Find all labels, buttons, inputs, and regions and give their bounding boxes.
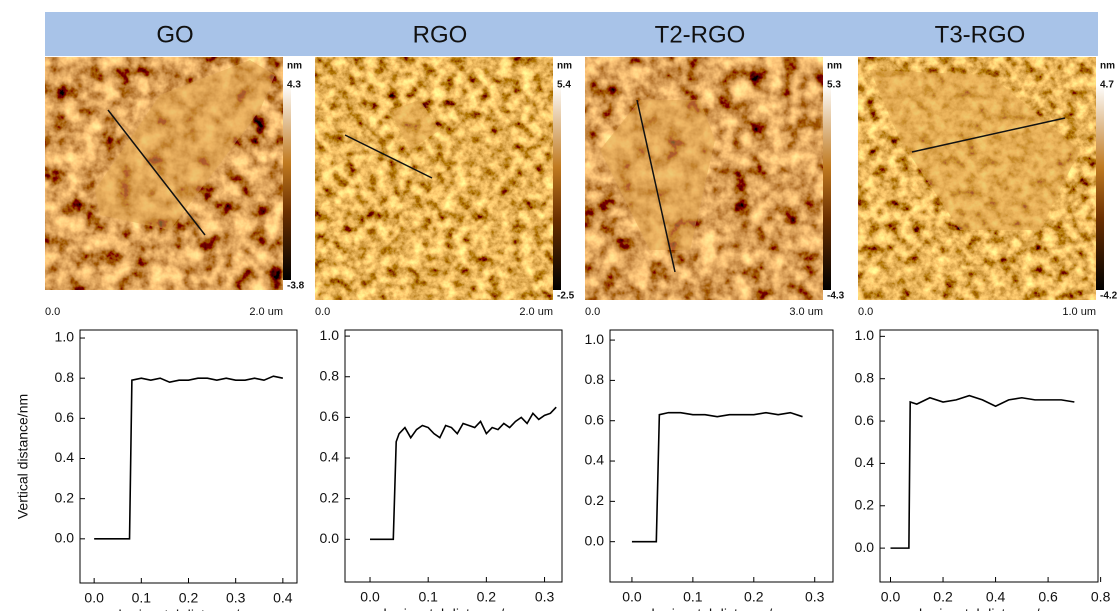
y-tick-label: 0.2 [585, 492, 605, 508]
panel-title: T2-RGO [655, 21, 746, 48]
y-tick-label: 0.2 [855, 496, 875, 512]
profile-curve [632, 413, 803, 542]
x-tick-label: 0.2 [744, 589, 764, 605]
x-tick-label: 0.8 [1091, 589, 1111, 605]
x-tick-label: 0.3 [226, 590, 246, 606]
y-tick-label: 0.0 [585, 532, 605, 548]
y-tick-label: 0.8 [585, 371, 605, 387]
y-tick-label: 0.6 [855, 412, 875, 428]
colorbar-max: 5.4 [557, 80, 571, 91]
y-tick-label: 1.0 [585, 331, 605, 347]
y-tick-label: 0.4 [855, 454, 875, 470]
x-tick-label: 0.1 [132, 590, 152, 606]
colorbar-max: 4.7 [1100, 80, 1114, 91]
x-tick-label: 0.3 [535, 589, 555, 605]
x-tick-label: 0.4 [273, 590, 293, 606]
colorbar [1096, 85, 1104, 290]
x-axis-label: horizontal distance/um [651, 606, 791, 611]
y-tick-label: 0.4 [320, 449, 340, 465]
x-tick-label: 0.0 [84, 590, 104, 606]
y-tick-label: 1.0 [320, 327, 340, 343]
x-axis-label: horizontal distance/um [919, 606, 1059, 611]
x-tick-label: 0.1 [418, 589, 438, 605]
x-tick-label: 0.0 [622, 589, 642, 605]
colorbar [283, 85, 291, 280]
scale-start: 0.0 [45, 306, 60, 318]
y-tick-label: 0.8 [55, 369, 75, 385]
y-tick-label: 0.6 [55, 409, 75, 425]
y-tick-label: 0.8 [320, 367, 340, 383]
colorbar [553, 85, 561, 290]
panel-title: RGO [413, 21, 468, 48]
x-axis-label: horizontal distance/um [383, 606, 523, 611]
profile-curve [370, 407, 556, 539]
scale-end: 2.0 um [249, 306, 283, 318]
colorbar-min: -3.8 [287, 281, 305, 292]
colorbar-unit: nm [287, 61, 302, 72]
figure: GO nm 4.3 -3.8 0.0 2.0 um RGO nm 5.4 -2.5 0.0 2.0 u… [0, 0, 1120, 611]
x-tick-label: 0.0 [360, 589, 380, 605]
colorbar-unit: nm [1100, 61, 1115, 72]
x-tick-label: 0.2 [179, 590, 199, 606]
plot-frame [345, 330, 562, 582]
x-tick-label: 0.0 [881, 589, 901, 605]
scale-start: 0.0 [315, 306, 330, 318]
profile-curve [891, 396, 1075, 548]
y-tick-label: 0.8 [855, 369, 875, 385]
profile-curve [94, 376, 283, 539]
scale-start: 0.0 [858, 306, 873, 318]
y-tick-label: 0.0 [55, 530, 75, 546]
colorbar-max: 4.3 [287, 80, 301, 91]
x-tick-label: 0.1 [683, 589, 703, 605]
panel-title: T3-RGO [935, 21, 1026, 48]
y-tick-label: 0.4 [55, 449, 75, 465]
y-tick-label: 0.6 [320, 408, 340, 424]
page: {"panels":[ {"title":"GO","colorbar":{"u… [0, 0, 1120, 611]
x-tick-label: 0.6 [1038, 589, 1058, 605]
colorbar-unit: nm [557, 61, 572, 72]
y-tick-label: 0.4 [585, 452, 605, 468]
plot-frame [610, 330, 833, 582]
scale-start: 0.0 [585, 306, 600, 318]
colorbar-min: -4.2 [1100, 291, 1118, 302]
panel-title: GO [156, 21, 193, 48]
x-axis-label: horizontal distance/um [118, 607, 258, 611]
x-tick-label: 0.4 [986, 589, 1006, 605]
y-tick-label: 1.0 [855, 327, 875, 343]
y-tick-label: 0.2 [320, 489, 340, 505]
scale-end: 3.0 um [789, 306, 823, 318]
colorbar-max: 5.3 [827, 80, 841, 91]
y-tick-label: 0.0 [855, 539, 875, 555]
plot-frame [80, 330, 297, 583]
colorbar-unit: nm [827, 61, 842, 72]
afm-image [315, 57, 553, 300]
x-tick-label: 0.2 [933, 589, 953, 605]
y-tick-label: 0.2 [55, 489, 75, 505]
y-tick-label: 0.6 [585, 411, 605, 427]
colorbar-min: -2.5 [557, 291, 575, 302]
y-axis-label: Vertical distance/nm [15, 394, 31, 519]
colorbar [823, 85, 831, 290]
scale-end: 2.0 um [519, 306, 553, 318]
y-tick-label: 0.0 [320, 530, 340, 546]
plot-frame [880, 330, 1098, 582]
x-tick-label: 0.2 [477, 589, 497, 605]
y-tick-label: 1.0 [55, 329, 75, 345]
colorbar-min: -4.3 [827, 291, 845, 302]
scale-end: 1.0 um [1062, 306, 1096, 318]
x-tick-label: 0.3 [805, 589, 825, 605]
